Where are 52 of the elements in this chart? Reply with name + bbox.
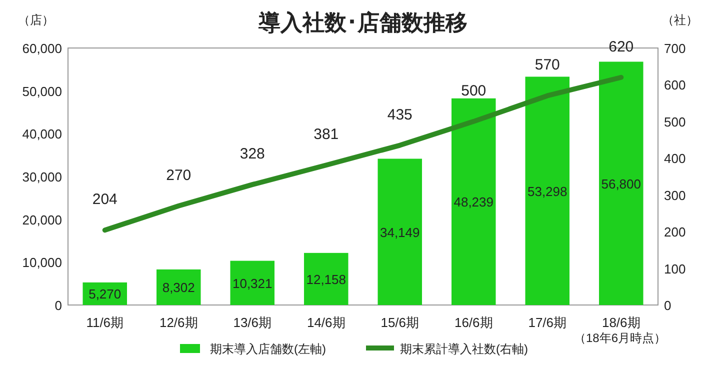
data-label: 5,270 — [88, 286, 122, 302]
y-axis-title: （店） — [18, 13, 54, 27]
data-label: 381 — [314, 126, 339, 144]
y-tick-label: 40,000 — [22, 126, 62, 142]
y-tick-label: 50,000 — [22, 84, 62, 99]
data-label: 48,239 — [454, 194, 494, 210]
text: （18年6月時点） — [574, 331, 666, 345]
data-label: 56,800 — [601, 176, 642, 192]
y-tick-label: 60,000 — [22, 41, 62, 56]
bar — [452, 98, 496, 305]
x-tick-label: 12/6期 — [159, 315, 198, 330]
bar — [378, 158, 422, 305]
y2-axis-title: （社） — [662, 13, 698, 27]
bar — [156, 269, 201, 305]
y2-tick-label: 200 — [664, 224, 686, 240]
y-tick-label: 30,000 — [22, 170, 62, 184]
y2-tick-label: 0 — [664, 298, 672, 313]
y2-tick-label: 500 — [664, 114, 686, 130]
bar — [304, 252, 348, 305]
data-label: 34,149 — [380, 224, 420, 240]
x-tick-label: 15/6期 — [380, 315, 420, 330]
x-tick-label: 14/6期 — [306, 315, 346, 330]
data-label: 435 — [387, 106, 412, 124]
x-tick-label: 16/6期 — [454, 315, 493, 330]
x-tick-label: 18/6期 — [602, 315, 640, 330]
data-label: 570 — [534, 56, 560, 74]
bar — [599, 62, 644, 305]
data-label: 12,158 — [306, 272, 346, 287]
bar — [230, 260, 274, 305]
bar — [525, 76, 570, 305]
y2-tick-label: 100 — [664, 261, 686, 276]
y2-tick-label: 300 — [664, 188, 686, 203]
x-tick-label: 11/6期 — [86, 315, 124, 330]
data-label: 10,321 — [232, 276, 272, 291]
y-tick-label: 20,000 — [22, 212, 62, 228]
y-tick-label: 10,000 — [22, 255, 62, 270]
y2-tick-label: 700 — [664, 41, 686, 56]
x-tick-label: 17/6期 — [528, 315, 567, 330]
y2-tick-label: 600 — [664, 78, 686, 93]
data-label: 270 — [166, 166, 192, 184]
legend-label: 期末累計導入社数(右軸) — [400, 342, 528, 356]
chart-title: 導入社数･店舗数推移 — [258, 10, 468, 35]
data-label: 328 — [240, 146, 265, 163]
data-label: 53,298 — [527, 184, 568, 199]
y-tick-label: 0 — [54, 298, 62, 313]
data-label: 620 — [608, 38, 634, 56]
data-label: 8,302 — [162, 280, 195, 296]
data-label: 500 — [461, 82, 486, 100]
data-label: 204 — [92, 191, 118, 208]
y2-tick-label: 400 — [664, 151, 686, 166]
legend-label: 期末導入店舗数(左軸) — [210, 342, 326, 356]
x-tick-label: 13/6期 — [233, 315, 272, 330]
